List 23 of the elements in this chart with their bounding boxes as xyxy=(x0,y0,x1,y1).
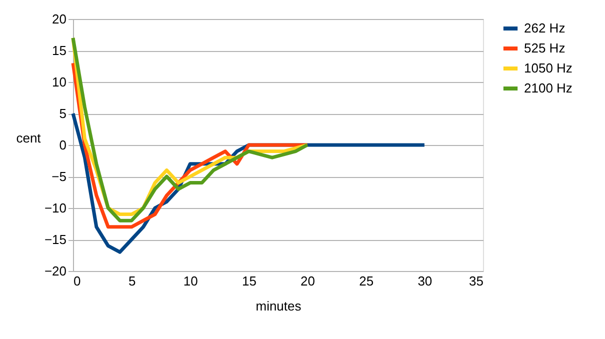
y-tick-label: −20 xyxy=(44,264,66,278)
legend-label: 525 Hz xyxy=(524,40,566,56)
legend-label: 262 Hz xyxy=(524,20,566,36)
x-tick-label: 10 xyxy=(183,274,198,288)
y-tick-label: −10 xyxy=(44,200,66,216)
legend-label: 2100 Hz xyxy=(524,80,572,96)
y-tick-label: 20 xyxy=(52,12,66,26)
legend-label: 1050 Hz xyxy=(524,60,572,76)
x-tick-label: 35 xyxy=(469,274,484,288)
y-tick-label: −15 xyxy=(44,232,66,247)
x-axis-title: minutes xyxy=(256,298,302,314)
x-tick-label: 0 xyxy=(74,274,81,288)
y-tick-label: 5 xyxy=(59,106,66,121)
x-tick-label: 30 xyxy=(418,274,432,288)
x-tick-label: 25 xyxy=(359,274,374,288)
y-tick-label: 15 xyxy=(52,43,66,58)
y-tick-label: 0 xyxy=(59,138,66,152)
x-tick-label: 20 xyxy=(300,274,316,288)
y-axis-title: cent xyxy=(16,130,42,146)
x-tick-label: 5 xyxy=(128,274,136,288)
x-tick-label: 15 xyxy=(242,274,256,288)
y-tick-label: 10 xyxy=(52,74,66,90)
y-tick-label: −5 xyxy=(52,169,66,184)
